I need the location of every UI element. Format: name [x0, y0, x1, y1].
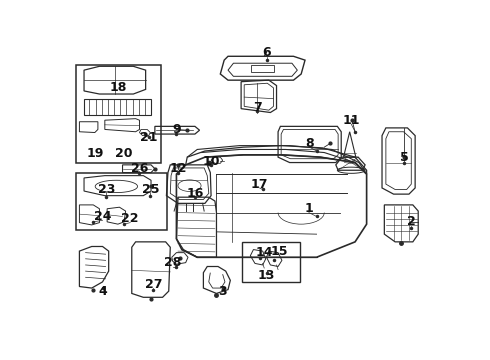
Text: 19: 19: [86, 147, 103, 160]
Text: 24: 24: [94, 210, 111, 223]
Text: 28: 28: [164, 256, 181, 269]
Text: 6: 6: [262, 46, 271, 59]
Text: 21: 21: [140, 131, 157, 144]
Text: 22: 22: [122, 212, 139, 225]
Text: 1: 1: [304, 202, 313, 215]
Text: 16: 16: [186, 187, 204, 200]
Text: 12: 12: [169, 162, 187, 175]
Text: 7: 7: [253, 100, 262, 114]
Text: 5: 5: [400, 150, 409, 164]
Text: 18: 18: [109, 81, 126, 94]
Text: 26: 26: [131, 162, 148, 175]
Text: 9: 9: [172, 123, 181, 136]
Text: 13: 13: [258, 269, 275, 282]
Bar: [76, 65, 161, 163]
Text: 2: 2: [407, 215, 416, 228]
Text: 14: 14: [255, 246, 273, 259]
Text: 20: 20: [115, 147, 133, 160]
Text: 25: 25: [142, 183, 159, 196]
Text: 4: 4: [98, 285, 107, 298]
Text: 8: 8: [305, 137, 314, 150]
Text: 3: 3: [219, 285, 227, 298]
Text: 27: 27: [145, 278, 162, 291]
Text: 11: 11: [343, 114, 360, 127]
Bar: [251, 65, 274, 72]
Text: 17: 17: [251, 177, 269, 190]
Bar: [76, 172, 167, 230]
Text: 15: 15: [270, 244, 288, 258]
Bar: [242, 242, 300, 282]
Text: 23: 23: [98, 183, 115, 196]
Text: 10: 10: [202, 154, 220, 167]
